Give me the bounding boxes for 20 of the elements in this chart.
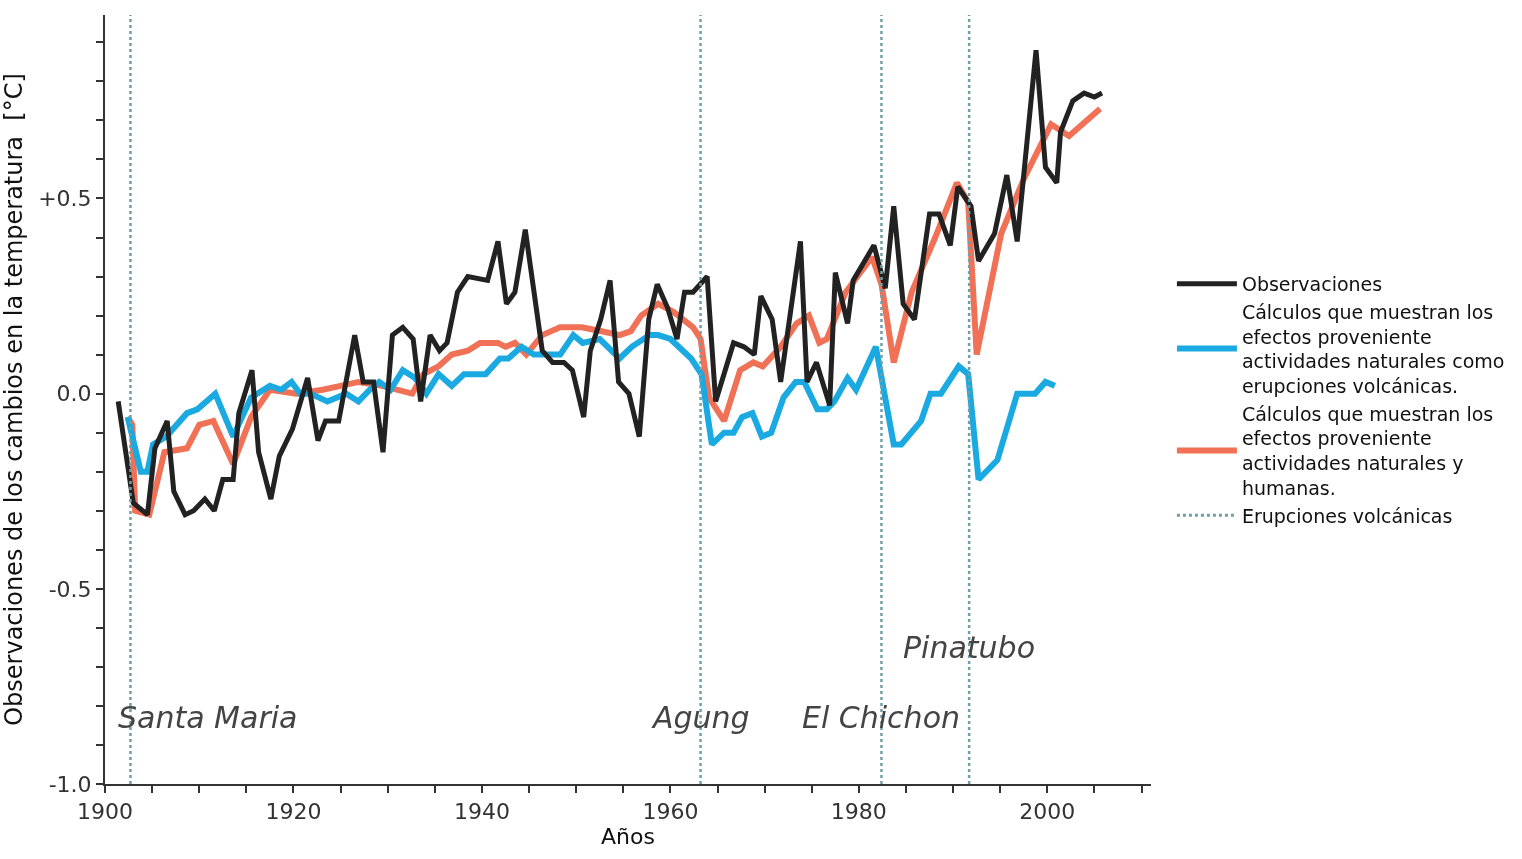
x-tick-label: 1920 (265, 799, 322, 825)
x-tick-label: 1960 (642, 799, 699, 825)
x-tick-label: 2000 (1019, 799, 1076, 825)
x-tick-label: 1980 (830, 799, 887, 825)
y-tick-label: -1.0 (48, 771, 92, 797)
y-axis-title: Observaciones de los cambios en la temperatura [°C] (0, 73, 28, 726)
y-tick-label: -0.5 (48, 576, 92, 602)
ref-line-label: Agung (651, 700, 750, 735)
y-tick-label: +0.5 (38, 186, 92, 212)
ref-line-label: Pinatubo (903, 630, 1035, 665)
x-axis-title: Años (601, 824, 655, 850)
x-tick-label: 1900 (77, 799, 133, 825)
legend-label: Cálculos que muestran los efectos proveniente actividades naturales como erupciones volcánicas. (1241, 300, 1505, 398)
legend-label: Observaciones (1241, 273, 1383, 296)
text: Erupciones volcánicas (1241, 504, 1453, 527)
ref-line-label: Santa Maria (118, 700, 298, 735)
ref-line-label: El Chichon (802, 700, 960, 735)
y-tick-label: 0.0 (56, 381, 92, 407)
x-tick-label: 1940 (453, 799, 510, 825)
legend-label: Cálculos que muestran los efectos proveniente actividades naturales y humanas. (1241, 402, 1494, 499)
